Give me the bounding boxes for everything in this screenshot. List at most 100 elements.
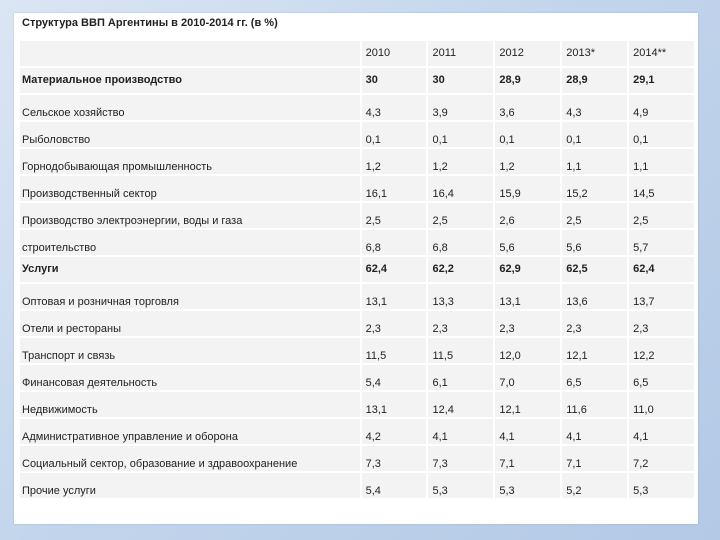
table-row: Транспорт и связь 11,5 11,5 12,0 12,1 12,2	[20, 338, 694, 363]
value-cell: 5,7	[629, 230, 694, 255]
table-row: Административное управление и оборона 4,2…	[20, 419, 694, 444]
table-row: Недвижимость 13,1 12,4 12,1 11,6 11,0	[20, 392, 694, 417]
value-cell: 0,1	[428, 122, 494, 147]
table-row: Оптовая и розничная торговля 13,1 13,3 13,1…	[20, 284, 694, 309]
value-cell: 6,8	[361, 230, 427, 255]
value-cell: 5,6	[562, 230, 628, 255]
value-cell: 0,1	[361, 122, 427, 147]
value-cell: 7,2	[629, 446, 694, 471]
value-cell: 15,2	[562, 176, 628, 201]
value-cell: 4,1	[562, 419, 628, 444]
value-cell: 5,6	[495, 230, 561, 255]
table-row: Производство электроэнергии, воды и газа…	[20, 203, 694, 228]
table-row: Отели и рестораны 2,3 2,3 2,3 2,3 2,3	[20, 311, 694, 336]
value-cell: 0,1	[495, 122, 561, 147]
row-label: Недвижимость	[20, 392, 360, 417]
header-cell-2012: 2012	[495, 41, 561, 66]
document-sheet: Структура ВВП Аргентины в 2010-2014 гг. …	[14, 13, 698, 524]
row-label: Горнодобывающая промышленность	[20, 149, 360, 174]
header-cell-label	[20, 41, 360, 66]
table-row: строительство 6,8 6,8 5,6 5,6 5,7	[20, 230, 694, 255]
value-cell: 29,1	[629, 68, 694, 93]
table-row: Производственный сектор 16,1 16,4 15,9 15,2 1…	[20, 176, 694, 201]
row-label: Финансовая деятельность	[20, 365, 360, 390]
value-cell: 1,2	[495, 149, 561, 174]
value-cell: 2,5	[428, 203, 494, 228]
value-cell: 2,3	[361, 311, 427, 336]
value-cell: 28,9	[562, 68, 628, 93]
row-label: Оптовая и розничная торговля	[20, 284, 360, 309]
value-cell: 5,3	[629, 473, 694, 498]
value-cell: 13,3	[428, 284, 494, 309]
row-label: Административное управление и оборона	[20, 419, 360, 444]
value-cell: 3,9	[428, 95, 494, 120]
row-label: Транспорт и связь	[20, 338, 360, 363]
value-cell: 12,2	[629, 338, 694, 363]
value-cell: 30	[428, 68, 494, 93]
value-cell: 13,7	[629, 284, 694, 309]
value-cell: 11,0	[629, 392, 694, 417]
value-cell: 6,8	[428, 230, 494, 255]
value-cell: 5,4	[361, 365, 427, 390]
value-cell: 2,5	[629, 203, 694, 228]
value-cell: 62,5	[562, 257, 628, 282]
value-cell: 2,5	[361, 203, 427, 228]
value-cell: 7,0	[495, 365, 561, 390]
value-cell: 1,1	[562, 149, 628, 174]
value-cell: 12,0	[495, 338, 561, 363]
row-label: Социальный сектор, образование и здравоо…	[20, 446, 360, 471]
value-cell: 0,1	[629, 122, 694, 147]
header-cell-2014: 2014**	[629, 41, 694, 66]
table-row: Рыболовство 0,1 0,1 0,1 0,1 0,1	[20, 122, 694, 147]
value-cell: 4,1	[428, 419, 494, 444]
value-cell: 7,1	[562, 446, 628, 471]
table-row: Горнодобывающая промышленность 1,2 1,2 1,2 1…	[20, 149, 694, 174]
value-cell: 13,1	[495, 284, 561, 309]
table-title: Структура ВВП Аргентины в 2010-2014 гг. …	[22, 17, 278, 29]
row-label: Прочие услуги	[20, 473, 360, 498]
value-cell: 4,1	[629, 419, 694, 444]
value-cell: 2,3	[629, 311, 694, 336]
value-cell: 6,1	[428, 365, 494, 390]
row-label: Рыболовство	[20, 122, 360, 147]
value-cell: 15,9	[495, 176, 561, 201]
value-cell: 11,6	[562, 392, 628, 417]
value-cell: 28,9	[495, 68, 561, 93]
value-cell: 5,3	[495, 473, 561, 498]
value-cell: 13,6	[562, 284, 628, 309]
value-cell: 3,6	[495, 95, 561, 120]
value-cell: 11,5	[361, 338, 427, 363]
value-cell: 12,4	[428, 392, 494, 417]
value-cell: 6,5	[562, 365, 628, 390]
value-cell: 5,4	[361, 473, 427, 498]
row-label: Услуги	[20, 257, 360, 282]
value-cell: 12,1	[495, 392, 561, 417]
value-cell: 6,5	[629, 365, 694, 390]
value-cell: 1,1	[629, 149, 694, 174]
table-header-row: 2010 2011 2012 2013* 2014**	[20, 41, 694, 66]
value-cell: 7,3	[428, 446, 494, 471]
row-label: Отели и рестораны	[20, 311, 360, 336]
value-cell: 7,1	[495, 446, 561, 471]
table-row: Сельское хозяйство 4,3 3,9 3,6 4,3 4,9	[20, 95, 694, 120]
header-cell-2010: 2010	[361, 41, 427, 66]
value-cell: 4,2	[361, 419, 427, 444]
value-cell: 13,1	[361, 392, 427, 417]
table-row: Материальное производство 30 30 28,9 28,9 29,…	[20, 68, 694, 93]
header-cell-2011: 2011	[428, 41, 494, 66]
value-cell: 2,6	[495, 203, 561, 228]
value-cell: 62,4	[361, 257, 427, 282]
table-row: Прочие услуги 5,4 5,3 5,3 5,2 5,3	[20, 473, 694, 498]
row-label: Сельское хозяйство	[20, 95, 360, 120]
row-label: строительство	[20, 230, 360, 255]
value-cell: 30	[361, 68, 427, 93]
value-cell: 0,1	[562, 122, 628, 147]
value-cell: 14,5	[629, 176, 694, 201]
header-cell-2013: 2013*	[562, 41, 628, 66]
value-cell: 62,9	[495, 257, 561, 282]
table-row: Финансовая деятельность 5,4 6,1 7,0 6,5 6,5	[20, 365, 694, 390]
row-label: Материальное производство	[20, 68, 360, 93]
value-cell: 12,1	[562, 338, 628, 363]
value-cell: 1,2	[361, 149, 427, 174]
value-cell: 11,5	[428, 338, 494, 363]
